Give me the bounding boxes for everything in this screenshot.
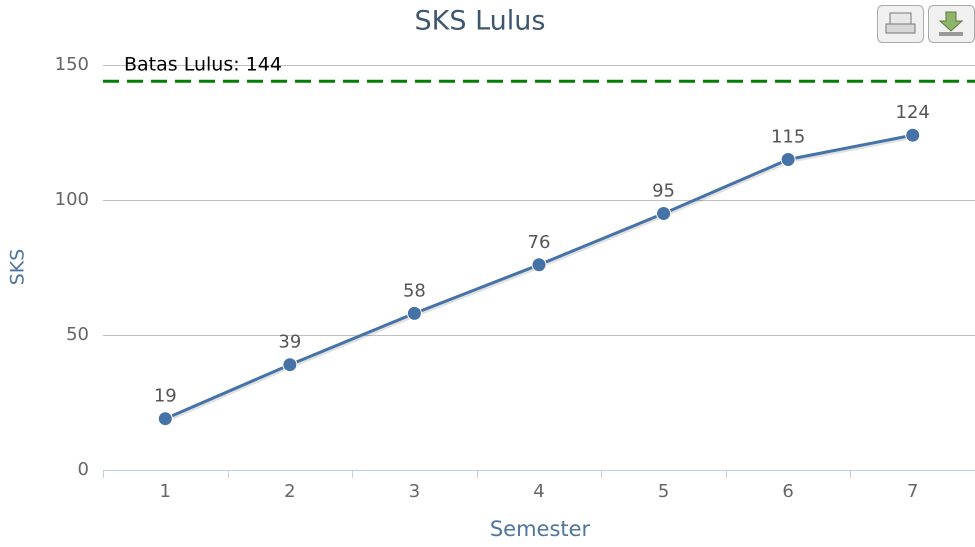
data-label: 124 [896,102,930,123]
download-icon [938,11,964,32]
plot-line-label: Batas Lulus: 144 [124,54,282,76]
y-tick-label: 50 [66,324,89,345]
data-label: 39 [278,332,301,353]
data-point [656,206,672,221]
data-point [406,305,422,321]
data-line [164,133,914,421]
y-tick-label: 100 [55,189,89,210]
download-icon-base [939,32,963,36]
x-tick-label: 5 [658,481,669,502]
data-point [780,152,796,167]
data-point [531,257,547,273]
x-tick-label: 4 [533,481,544,502]
x-tick-label: 6 [782,481,793,502]
print-icon [889,12,912,26]
shadow-line [165,133,915,422]
x-tick-label: 7 [907,481,918,502]
y-tick-label: 0 [78,459,89,480]
chart-title: SKS Lulus [415,6,546,37]
data-label: 95 [652,181,675,202]
y-tick-label: 150 [55,54,89,75]
export-button[interactable] [928,5,975,43]
data-label: 76 [528,232,551,253]
data-label: 115 [771,127,805,148]
x-tick-label: 1 [160,481,171,502]
print-icon-base [885,23,916,34]
x-tick-label: 3 [409,481,420,502]
y-axis-title: SKS [7,249,29,286]
data-point [905,127,921,143]
data-point [282,357,298,373]
x-axis-title: Semester [490,517,591,541]
data-label: 58 [403,280,426,301]
x-tick-label: 2 [284,481,295,502]
data-point [157,411,173,427]
data-label: 19 [154,386,177,407]
print-button[interactable] [877,5,924,43]
